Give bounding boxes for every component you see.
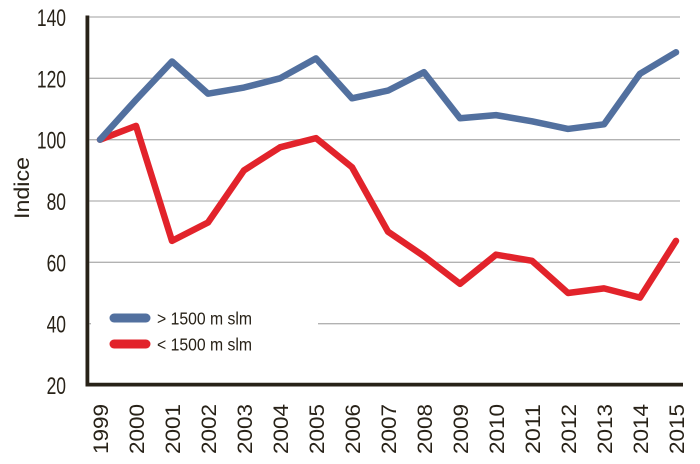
x-tick-label-2001: 2001 bbox=[162, 404, 185, 454]
x-tick-label-2005: 2005 bbox=[306, 404, 329, 454]
y-tick-label-120: 120 bbox=[37, 66, 66, 93]
x-tick-label-2012: 2012 bbox=[558, 404, 581, 454]
y-tick-label-80: 80 bbox=[47, 189, 66, 216]
axes-group bbox=[85, 15, 683, 387]
x-tick-label-2011: 2011 bbox=[522, 404, 545, 454]
y-tick-label-100: 100 bbox=[37, 128, 66, 155]
y-axis-title: Indice bbox=[10, 157, 34, 219]
legend: > 1500 m slm < 1500 m slm bbox=[91, 301, 318, 363]
y-tick-label-40: 40 bbox=[47, 312, 66, 339]
x-tick-label-2010: 2010 bbox=[486, 404, 509, 454]
x-tick-label-2015: 2015 bbox=[666, 404, 689, 454]
x-tick-label-2002: 2002 bbox=[198, 404, 221, 454]
legend-label-above-1500: > 1500 m slm bbox=[157, 309, 252, 329]
x-tick-label-2007: 2007 bbox=[378, 404, 401, 454]
x-tick-labels-group: 1999 2000 2001 2002 2003 2004 2005 2006 2007 2008… bbox=[90, 404, 689, 454]
series-line-below-1500 bbox=[96, 122, 680, 301]
legend-background bbox=[91, 301, 318, 363]
series-line-above-1500 bbox=[96, 49, 680, 143]
y-tick-label-20: 20 bbox=[47, 373, 66, 400]
x-tick-label-2009: 2009 bbox=[450, 404, 473, 454]
x-tick-label-2003: 2003 bbox=[234, 404, 257, 454]
x-tick-label-1999: 1999 bbox=[90, 404, 113, 454]
x-tick-label-2008: 2008 bbox=[414, 404, 437, 454]
x-tick-label-2013: 2013 bbox=[594, 404, 617, 454]
x-tick-label-2006: 2006 bbox=[342, 404, 365, 454]
series-lines-group bbox=[96, 49, 680, 301]
x-tick-label-2014: 2014 bbox=[630, 404, 653, 454]
x-tick-label-2000: 2000 bbox=[126, 404, 149, 454]
y-tick-labels-group: 140 120 100 80 60 40 20 bbox=[37, 5, 66, 400]
y-tick-label-140: 140 bbox=[37, 5, 66, 32]
legend-label-below-1500: < 1500 m slm bbox=[157, 335, 252, 355]
x-tick-label-2004: 2004 bbox=[270, 404, 293, 454]
y-tick-label-60: 60 bbox=[47, 250, 66, 277]
